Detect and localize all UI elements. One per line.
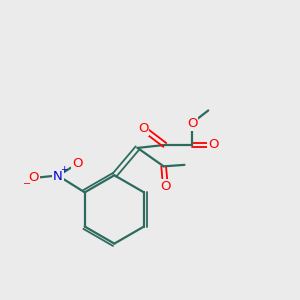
Text: O: O: [138, 122, 149, 135]
Text: O: O: [208, 138, 218, 152]
Text: O: O: [160, 180, 170, 193]
Text: O: O: [28, 171, 39, 184]
Text: N: N: [53, 169, 63, 182]
Text: O: O: [187, 117, 197, 130]
Text: O: O: [72, 157, 83, 170]
Text: +: +: [60, 165, 68, 174]
Text: −: −: [23, 179, 31, 189]
